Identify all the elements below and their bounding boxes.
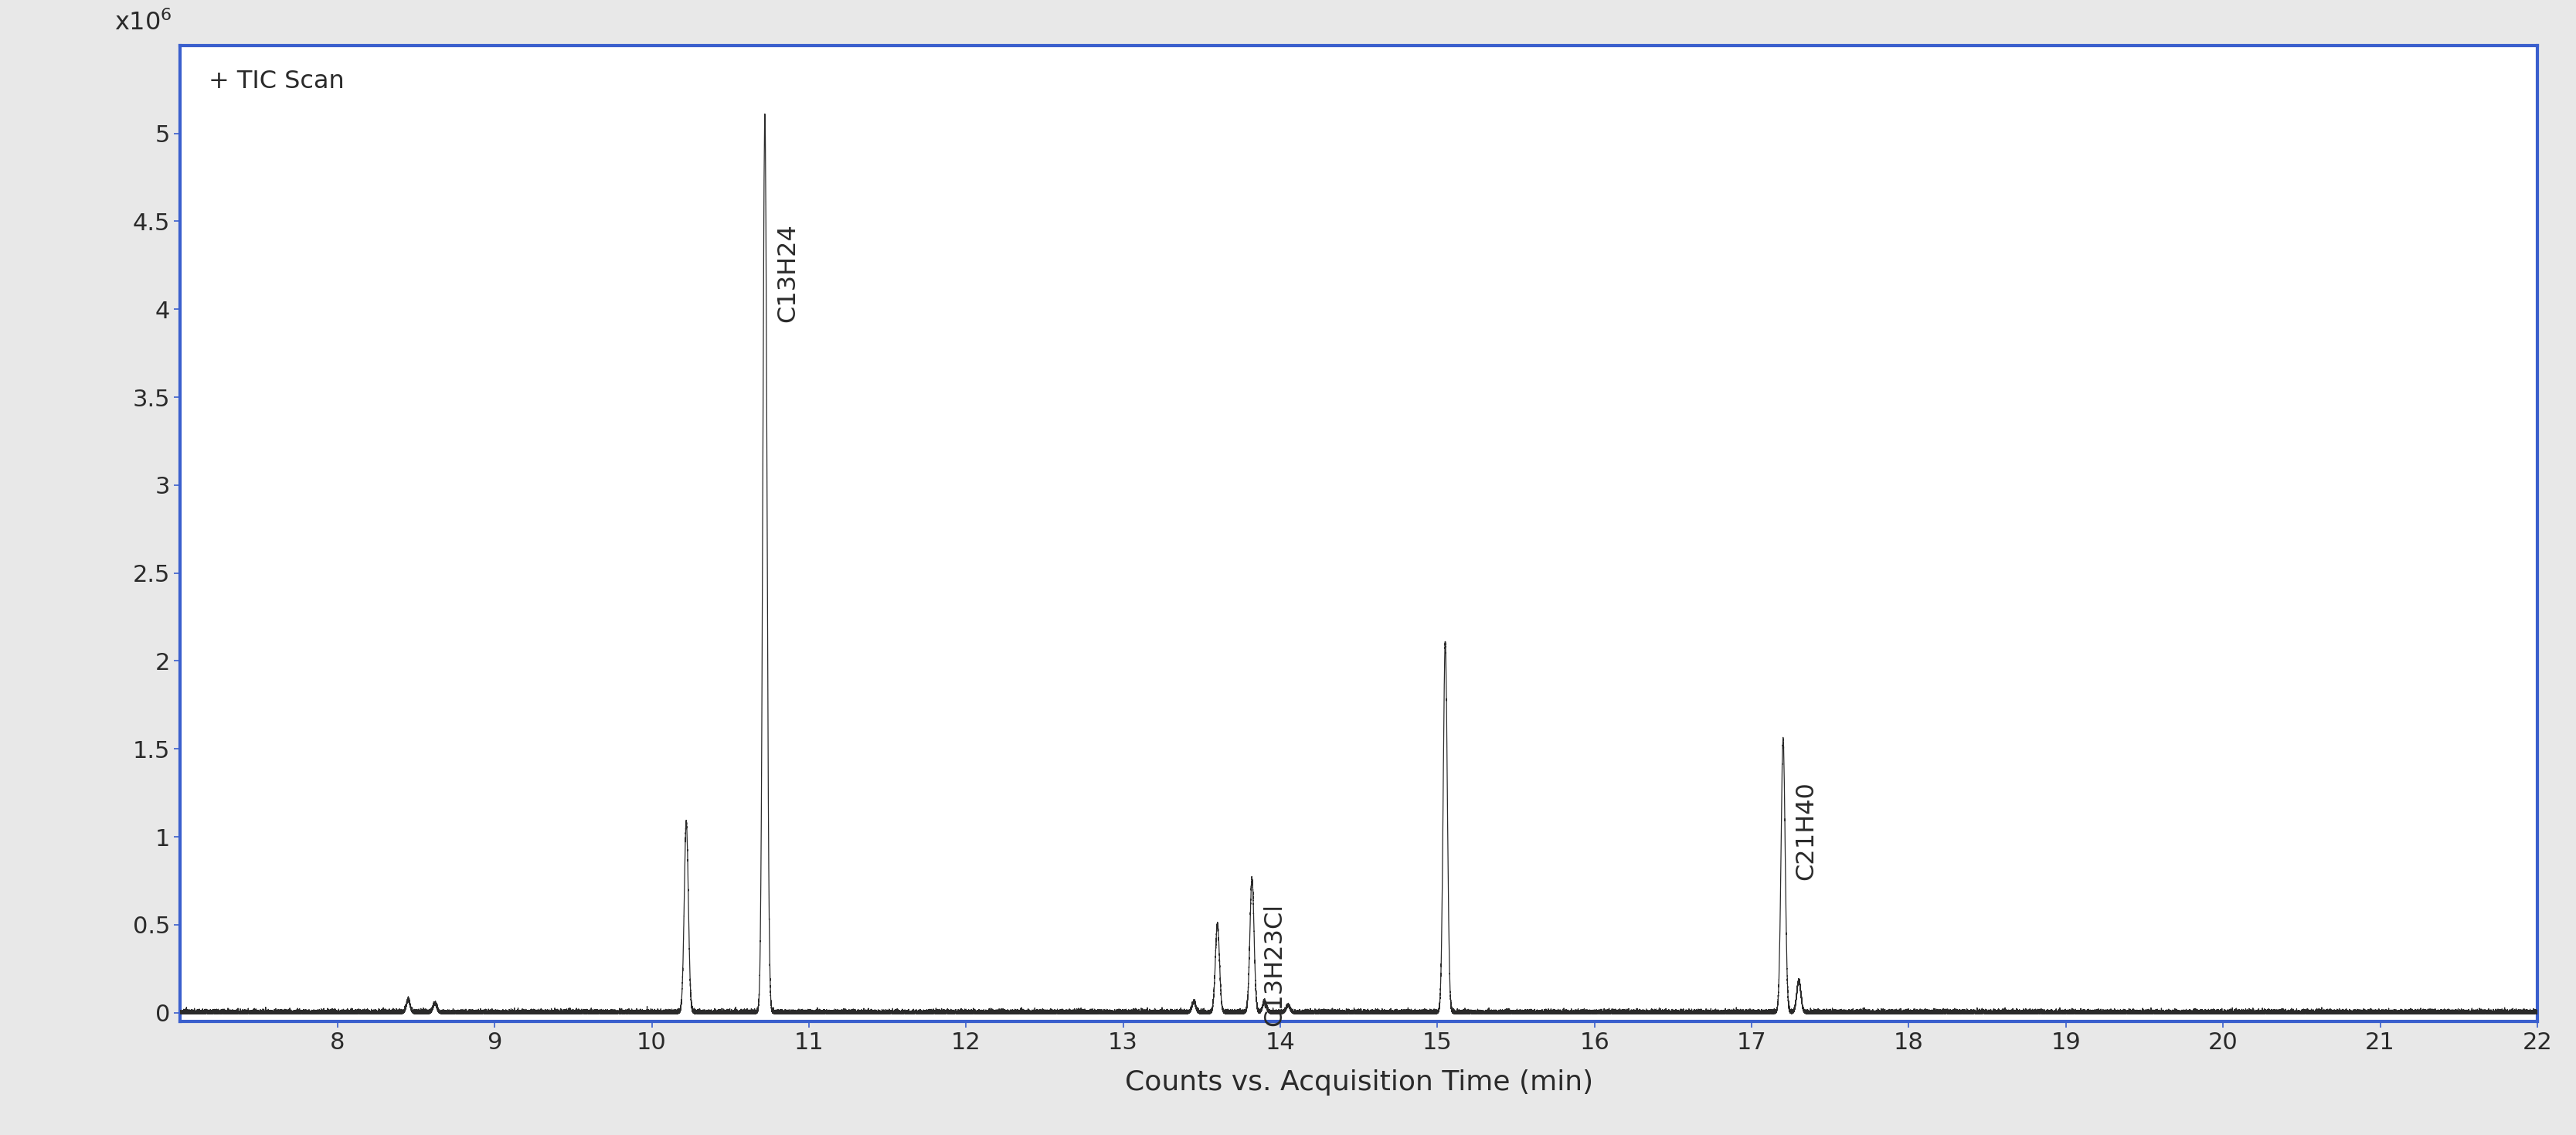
Text: C21H40: C21H40 xyxy=(1793,781,1819,880)
Text: + TIC Scan: + TIC Scan xyxy=(209,70,345,94)
X-axis label: Counts vs. Acquisition Time (min): Counts vs. Acquisition Time (min) xyxy=(1126,1069,1592,1095)
Text: C13H23Cl: C13H23Cl xyxy=(1262,903,1288,1026)
Text: x10$^{6}$: x10$^{6}$ xyxy=(113,10,173,35)
Text: C13H24: C13H24 xyxy=(775,224,799,322)
